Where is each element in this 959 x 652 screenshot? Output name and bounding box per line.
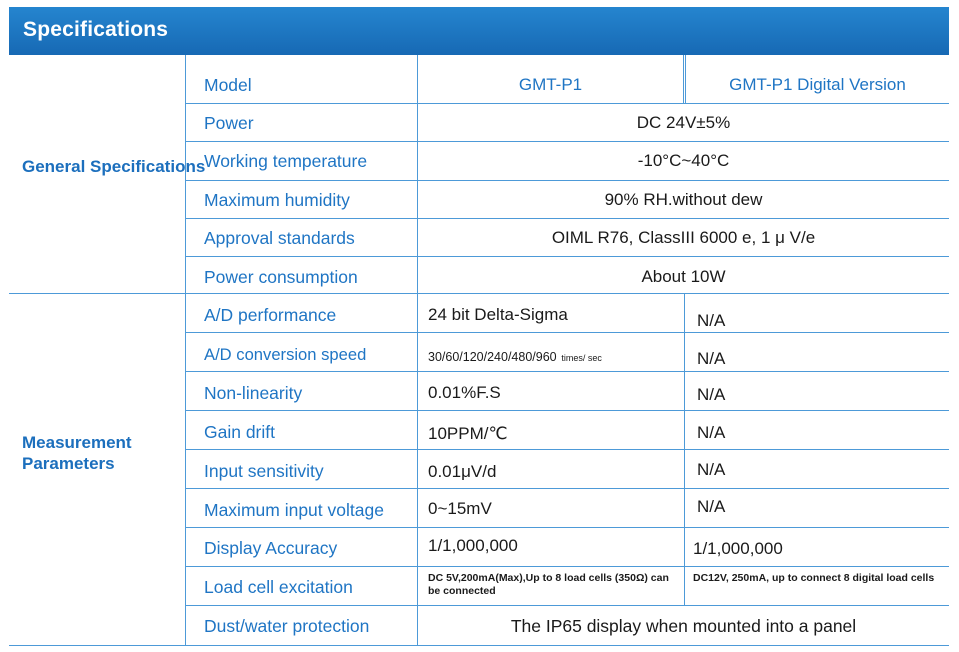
row-divider <box>185 488 949 489</box>
row-divider <box>185 141 949 142</box>
row-divider <box>185 605 949 606</box>
value-load-cell-excitation-a: DC 5V,200mA(Max),Up to 8 load cells (350… <box>428 572 669 597</box>
value-ad-conversion-speed-b: N/A <box>697 349 726 368</box>
column-divider <box>684 293 685 605</box>
value-approval-standards: OIML R76, ClassIII 6000 e, 1 μ V/e <box>551 228 816 247</box>
table-bottom-border <box>9 645 949 646</box>
param-power: Power <box>204 113 254 133</box>
column-header-gmt-p1-digital: GMT-P1 Digital Version <box>729 75 906 94</box>
specifications-header-bar: Specifications <box>9 7 949 55</box>
param-non-linearity: Non-linearity <box>204 383 303 403</box>
value-working-temperature: -10°C~40°C <box>637 151 730 170</box>
param-maximum-humidity: Maximum humidity <box>204 190 350 210</box>
param-dust-water-protection: Dust/water protection <box>204 616 370 636</box>
value-ad-conversion-speed-a: 30/60/120/240/480/960 times/ sec <box>428 346 602 366</box>
row-divider <box>185 332 949 333</box>
value-dust-water-protection: The IP65 display when mounted into a pan… <box>510 616 857 636</box>
param-load-cell-excitation: Load cell excitation <box>204 577 353 597</box>
value-non-linearity-b: N/A <box>697 385 726 404</box>
value-input-sensitivity-a: 0.01μV/d <box>428 462 497 481</box>
row-divider <box>185 256 949 257</box>
column-divider <box>683 55 684 103</box>
value-display-accuracy-b: 1/1,000,000 <box>693 539 783 558</box>
conversion-speed-values: 30/60/120/240/480/960 <box>428 350 557 364</box>
value-ad-performance-a: 24 bit Delta-Sigma <box>428 305 568 324</box>
group-divider <box>9 293 949 294</box>
value-maximum-humidity: 90% RH.without dew <box>604 190 763 209</box>
param-working-temperature: Working temperature <box>204 151 368 171</box>
row-divider <box>185 410 949 411</box>
value-maximum-input-voltage-a: 0~15mV <box>428 499 492 518</box>
value-gain-drift-a: 10PPM/℃ <box>428 424 508 443</box>
row-divider <box>185 449 949 450</box>
row-divider <box>185 371 949 372</box>
value-display-accuracy-a: 1/1,000,000 <box>428 536 518 555</box>
param-maximum-input-voltage: Maximum input voltage <box>204 500 384 520</box>
column-divider <box>185 55 186 646</box>
param-power-consumption: Power consumption <box>204 267 358 287</box>
value-maximum-input-voltage-b: N/A <box>697 497 726 516</box>
page-title: Specifications <box>23 18 169 41</box>
param-input-sensitivity: Input sensitivity <box>204 461 324 481</box>
value-ad-performance-b: N/A <box>697 311 726 330</box>
row-divider <box>185 566 949 567</box>
param-gain-drift: Gain drift <box>204 422 275 442</box>
row-divider <box>185 103 949 104</box>
row-divider <box>185 527 949 528</box>
group-label-measurement: Measurement Parameters <box>22 433 132 473</box>
param-approval-standards: Approval standards <box>204 228 355 248</box>
value-power-consumption: About 10W <box>641 267 726 286</box>
group-label-general: General Specifications <box>22 157 206 176</box>
param-ad-conversion-speed: A/D conversion speed <box>204 345 367 364</box>
value-load-cell-excitation-b: DC12V, 250mA, up to connect 8 digital lo… <box>693 572 935 584</box>
value-gain-drift-b: N/A <box>697 423 726 442</box>
column-divider <box>417 55 418 646</box>
param-ad-performance: A/D performance <box>204 305 337 325</box>
value-input-sensitivity-b: N/A <box>697 460 726 479</box>
param-model: Model <box>204 75 252 95</box>
row-divider <box>185 180 949 181</box>
value-power: DC 24V±5% <box>636 113 731 132</box>
column-header-gmt-p1: GMT-P1 <box>518 75 583 94</box>
conversion-speed-unit: times/ sec <box>561 353 602 363</box>
column-divider <box>685 55 686 103</box>
param-display-accuracy: Display Accuracy <box>204 538 338 558</box>
value-non-linearity-a: 0.01%F.S <box>428 383 501 402</box>
row-divider <box>185 218 949 219</box>
